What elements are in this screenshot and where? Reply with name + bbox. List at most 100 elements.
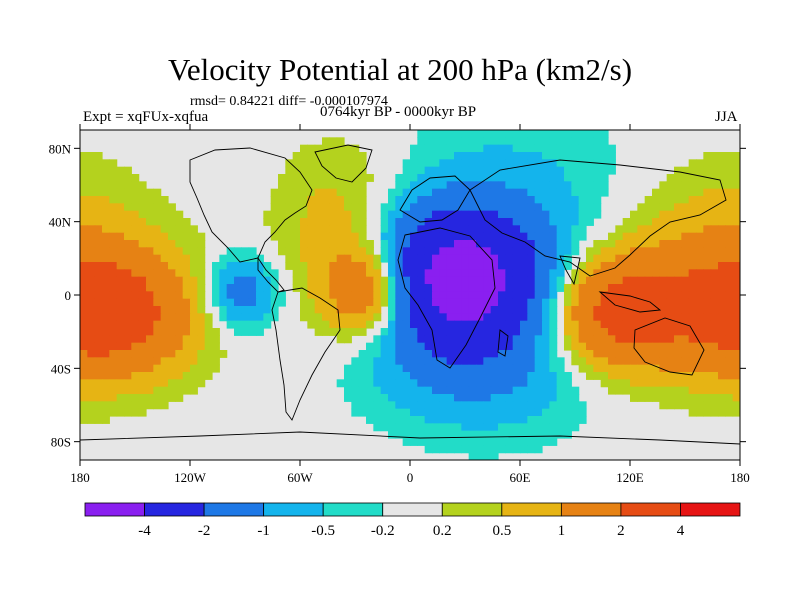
contour-cell [483, 342, 492, 351]
contour-cell [175, 284, 184, 292]
contour-cell [549, 291, 558, 300]
contour-cell [168, 298, 176, 307]
contour-cell [564, 313, 572, 322]
contour-cell [146, 269, 154, 278]
contour-cell [483, 269, 492, 278]
contour-cell [153, 298, 162, 307]
contour-cell [329, 152, 338, 160]
contour-cell [322, 225, 330, 234]
contour-cell [468, 364, 477, 373]
contour-cell [388, 328, 396, 336]
contour-cell [454, 430, 462, 439]
contour-cell [153, 364, 162, 373]
contour-cell [336, 254, 345, 263]
contour-cell [696, 379, 704, 388]
contour-cell [87, 306, 96, 314]
contour-cell [160, 240, 169, 248]
contour-cell [395, 291, 404, 300]
contour-cell [417, 364, 426, 373]
contour-cell [710, 284, 719, 292]
contour-cell [520, 181, 528, 190]
contour-cell [454, 401, 462, 410]
contour-cell [182, 232, 191, 241]
contour-cell [439, 152, 448, 160]
contour-cell [197, 269, 206, 278]
contour-cell [146, 298, 154, 307]
contour-cell [520, 291, 528, 300]
contour-cell [329, 181, 338, 190]
contour-cell [432, 276, 440, 285]
colorbar-label: -4 [138, 523, 151, 539]
contour-cell [138, 276, 147, 285]
contour-cell [417, 247, 426, 256]
contour-cell [564, 408, 572, 417]
contour-cell [549, 130, 558, 138]
contour-cell [512, 438, 521, 446]
contour-cell [380, 394, 389, 402]
contour-cell [80, 328, 88, 336]
contour-cell [116, 328, 125, 336]
contour-cell [454, 350, 462, 358]
contour-cell [124, 320, 132, 329]
contour-cell [256, 262, 264, 270]
contour-cell [630, 262, 638, 270]
contour-cell [600, 276, 609, 285]
contour-cell [87, 379, 96, 388]
contour-cell [146, 247, 154, 256]
contour-cell [314, 152, 323, 160]
contour-cell [175, 394, 184, 402]
contour-cell [593, 174, 602, 182]
contour-cell [256, 298, 264, 307]
y-tick-label: 40S [51, 361, 71, 376]
contour-cell [520, 364, 528, 373]
contour-cell [109, 401, 118, 410]
contour-cell [725, 379, 734, 388]
contour-cell [461, 196, 470, 204]
contour-cell [534, 166, 543, 175]
contour-cell [490, 262, 499, 270]
contour-cell [446, 262, 455, 270]
contour-cell [138, 335, 147, 344]
contour-cell [446, 430, 455, 439]
contour-cell [102, 262, 110, 270]
contour-cell [432, 137, 440, 146]
contour-cell [542, 416, 550, 424]
contour-cell [322, 188, 330, 197]
contour-cell [454, 408, 462, 417]
contour-cell [505, 181, 514, 190]
contour-cell [476, 306, 484, 314]
contour-cell [410, 291, 418, 300]
contour-cell [732, 306, 740, 314]
contour-cell [446, 372, 455, 380]
contour-cell [512, 130, 521, 138]
contour-cell [292, 210, 301, 219]
contour-cell [498, 372, 506, 380]
contour-cell [175, 291, 184, 300]
contour-cell [336, 174, 345, 182]
contour-cell [468, 445, 477, 454]
contour-cell [556, 269, 565, 278]
contour-cell [578, 130, 587, 138]
contour-cell [263, 218, 272, 226]
contour-cell [80, 313, 88, 322]
contour-cell [652, 247, 660, 256]
coastlines [80, 144, 740, 445]
contour-cell [351, 210, 360, 219]
contour-cell [292, 262, 301, 270]
contour-cell [395, 401, 404, 410]
contour-cell [314, 262, 323, 270]
contour-cell [512, 291, 521, 300]
contour-cell [351, 291, 360, 300]
contour-cell [571, 335, 580, 344]
contour-cell [402, 350, 411, 358]
contour-cell [102, 284, 110, 292]
contour-cell [461, 430, 470, 439]
contour-cell [732, 276, 740, 285]
contour-cell [505, 423, 514, 432]
contour-cell [336, 328, 345, 336]
contour-cell [600, 298, 609, 307]
contour-cell [190, 225, 198, 234]
contour-cell [578, 350, 587, 358]
contour-cell [468, 401, 477, 410]
contour-cell [153, 188, 162, 197]
